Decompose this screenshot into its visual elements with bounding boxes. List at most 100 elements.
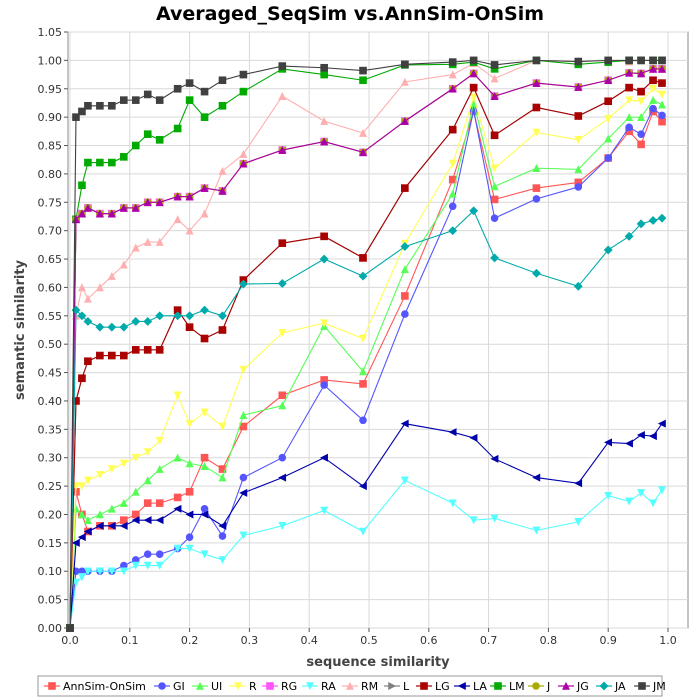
data-point bbox=[185, 487, 194, 496]
data-point bbox=[95, 521, 104, 530]
data-point bbox=[143, 317, 153, 326]
data-point bbox=[532, 473, 541, 482]
data-point bbox=[218, 473, 227, 482]
data-point bbox=[359, 416, 367, 425]
data-point bbox=[448, 84, 457, 93]
series-jg bbox=[66, 64, 667, 632]
data-point bbox=[185, 323, 194, 331]
data-point bbox=[448, 189, 457, 198]
data-point bbox=[84, 158, 92, 167]
legend-marker bbox=[532, 682, 540, 690]
data-point bbox=[490, 131, 499, 140]
data-point bbox=[574, 518, 583, 527]
data-point bbox=[108, 158, 116, 167]
data-point bbox=[173, 84, 182, 93]
legend-marker bbox=[420, 682, 428, 690]
data-point bbox=[490, 164, 499, 173]
data-point bbox=[448, 125, 457, 134]
data-point bbox=[107, 504, 116, 513]
data-point bbox=[604, 115, 613, 124]
data-point bbox=[625, 56, 633, 65]
series-ra bbox=[66, 476, 667, 633]
series-layer bbox=[65, 56, 667, 633]
data-point bbox=[143, 130, 152, 138]
legend-item: JM bbox=[634, 680, 666, 693]
data-point bbox=[120, 351, 128, 360]
data-point bbox=[143, 476, 152, 485]
data-point bbox=[448, 159, 457, 168]
data-point bbox=[143, 561, 152, 570]
data-point bbox=[77, 482, 86, 491]
x-tick-label: 0.3 bbox=[241, 634, 259, 647]
data-point bbox=[574, 183, 583, 191]
data-point bbox=[359, 334, 368, 343]
data-point bbox=[200, 504, 209, 513]
legend-marker bbox=[599, 681, 609, 691]
data-point bbox=[185, 192, 194, 201]
legend-marker bbox=[638, 682, 646, 690]
data-point bbox=[155, 96, 164, 104]
data-point bbox=[359, 254, 367, 262]
legend-marker bbox=[562, 681, 570, 690]
y-tick-label: 1.00 bbox=[38, 54, 63, 67]
data-point bbox=[625, 123, 633, 132]
data-point bbox=[239, 87, 248, 96]
data-point bbox=[637, 489, 646, 498]
data-point bbox=[320, 232, 328, 241]
data-point bbox=[658, 56, 666, 65]
data-point bbox=[71, 504, 80, 513]
data-point bbox=[107, 209, 116, 218]
data-point bbox=[401, 292, 409, 300]
data-point bbox=[83, 317, 93, 326]
data-point bbox=[320, 63, 328, 72]
legend-label: GI bbox=[173, 680, 185, 693]
data-point bbox=[625, 96, 634, 105]
legend-label: JG bbox=[576, 680, 589, 693]
data-point bbox=[401, 60, 409, 69]
data-point bbox=[143, 198, 152, 207]
legend-label: LG bbox=[435, 680, 450, 693]
data-point bbox=[83, 515, 92, 524]
data-point bbox=[490, 61, 499, 69]
legend-marker bbox=[234, 682, 242, 691]
data-point bbox=[173, 544, 182, 553]
data-point bbox=[155, 561, 164, 570]
y-tick-label: 0.30 bbox=[38, 452, 63, 465]
data-point bbox=[400, 77, 409, 86]
data-point bbox=[490, 454, 499, 463]
data-point bbox=[532, 195, 541, 203]
data-point bbox=[636, 431, 645, 439]
x-tick-label: 0.5 bbox=[360, 634, 378, 647]
data-point bbox=[200, 550, 209, 559]
x-tick-label: 0.9 bbox=[599, 634, 617, 647]
data-point bbox=[95, 470, 104, 479]
data-point bbox=[469, 516, 478, 525]
data-point bbox=[173, 453, 182, 462]
data-point bbox=[320, 70, 328, 79]
data-point bbox=[320, 116, 329, 125]
data-point bbox=[359, 367, 368, 376]
data-point bbox=[637, 130, 645, 138]
data-point bbox=[131, 561, 140, 570]
data-point bbox=[648, 432, 657, 441]
data-point bbox=[71, 578, 80, 587]
data-point bbox=[77, 283, 86, 292]
data-point bbox=[490, 182, 499, 191]
data-point bbox=[649, 95, 658, 104]
y-tick-label: 0.40 bbox=[38, 395, 63, 408]
data-point bbox=[200, 305, 209, 315]
data-point bbox=[239, 70, 248, 79]
data-point bbox=[218, 166, 227, 175]
data-point bbox=[658, 486, 667, 495]
data-point bbox=[108, 101, 116, 110]
data-point bbox=[185, 226, 194, 235]
y-tick-label: 0.00 bbox=[38, 622, 63, 635]
data-point bbox=[636, 219, 646, 229]
data-point bbox=[320, 319, 329, 328]
data-point bbox=[359, 527, 368, 536]
data-point bbox=[218, 101, 227, 110]
data-point bbox=[448, 58, 457, 66]
data-point bbox=[107, 271, 116, 280]
legend-item: UI bbox=[192, 680, 222, 693]
data-point bbox=[649, 56, 657, 65]
